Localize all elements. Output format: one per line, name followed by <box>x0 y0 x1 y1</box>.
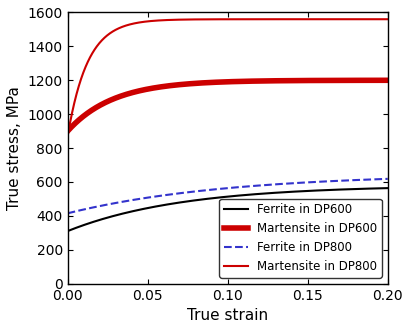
Martensite in DP800 <box>194 17 199 21</box>
Martensite in DP600 <box>284 79 289 82</box>
Ferrite in DP600 <box>206 197 211 201</box>
Martensite in DP600 <box>314 79 319 82</box>
Martensite in DP800 <box>65 134 70 138</box>
X-axis label: True strain: True strain <box>187 308 267 323</box>
Ferrite in DP600 <box>314 188 319 192</box>
Y-axis label: True stress, MPa: True stress, MPa <box>7 86 22 210</box>
Ferrite in DP600 <box>194 198 199 202</box>
Ferrite in DP800 <box>65 211 70 215</box>
Martensite in DP600 <box>98 103 103 107</box>
Martensite in DP600 <box>206 81 211 84</box>
Martensite in DP800 <box>284 17 289 21</box>
Line: Ferrite in DP600: Ferrite in DP600 <box>67 188 387 231</box>
Ferrite in DP800 <box>320 180 325 183</box>
Ferrite in DP800 <box>206 188 211 192</box>
Ferrite in DP800 <box>284 182 289 185</box>
Ferrite in DP800 <box>314 180 319 184</box>
Ferrite in DP600 <box>320 188 325 192</box>
Line: Martensite in DP800: Martensite in DP800 <box>67 19 387 136</box>
Ferrite in DP800 <box>384 177 389 181</box>
Martensite in DP800 <box>98 40 103 44</box>
Martensite in DP600 <box>65 129 70 133</box>
Ferrite in DP800 <box>194 189 199 193</box>
Ferrite in DP600 <box>384 186 389 190</box>
Martensite in DP600 <box>194 81 199 85</box>
Martensite in DP800 <box>314 17 319 21</box>
Martensite in DP800 <box>384 17 389 21</box>
Ferrite in DP600 <box>98 218 103 222</box>
Martensite in DP800 <box>206 17 211 21</box>
Legend: Ferrite in DP600, Martensite in DP600, Ferrite in DP800, Martensite in DP800: Ferrite in DP600, Martensite in DP600, F… <box>219 199 381 278</box>
Ferrite in DP600 <box>284 190 289 194</box>
Martensite in DP600 <box>384 78 389 82</box>
Line: Ferrite in DP800: Ferrite in DP800 <box>67 179 387 213</box>
Ferrite in DP800 <box>98 204 103 208</box>
Line: Martensite in DP600: Martensite in DP600 <box>67 80 387 131</box>
Ferrite in DP600 <box>65 229 70 233</box>
Martensite in DP600 <box>320 79 325 82</box>
Martensite in DP800 <box>320 17 325 21</box>
